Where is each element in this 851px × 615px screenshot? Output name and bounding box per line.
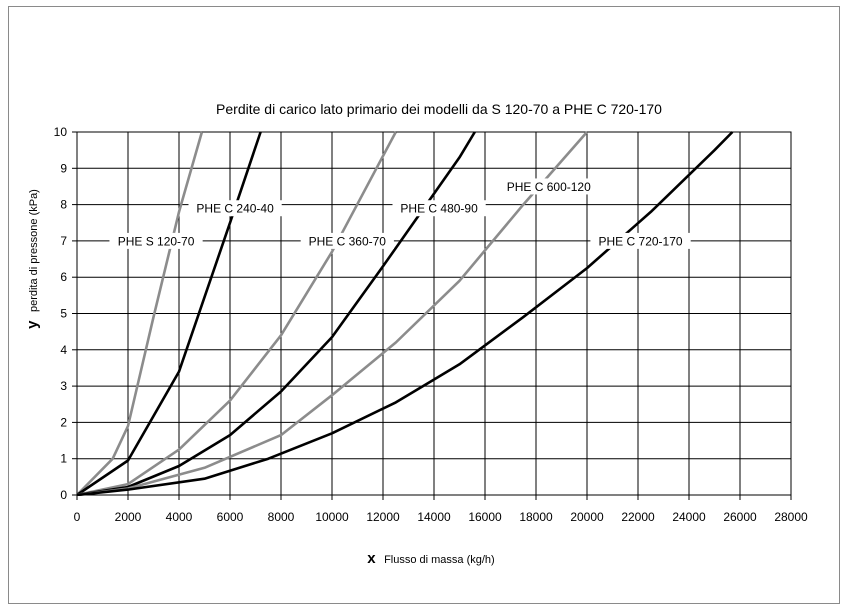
series-line-4 [77, 131, 476, 496]
series-label-2: PHE C 240-40 [196, 202, 274, 216]
x-tick-label: 14000 [417, 510, 451, 524]
y-tick-label: 9 [60, 161, 67, 175]
y-tick-label: 4 [60, 343, 67, 357]
series-labels: PHE S 120-70 PHE C 240-40 PHE C 360-70 PHE … [109, 178, 691, 249]
x-tick-label: 18000 [519, 510, 553, 524]
series-label-bg [300, 232, 394, 249]
x-axis-title: x Flusso di massa (kg/h) [367, 550, 494, 567]
y-tick-label: 8 [60, 198, 67, 212]
x-tick-label: 16000 [468, 510, 502, 524]
y-axis-label: perdita di pressone (kPa) [28, 189, 40, 312]
y-axis-symbol: y [24, 320, 41, 329]
y-tick-label: 3 [60, 379, 67, 393]
series-label-3: PHE C 360-70 [309, 234, 387, 248]
series-label-5: PHE C 600-120 [507, 180, 591, 194]
series-line-6 [77, 131, 734, 496]
x-tick-label: 24000 [672, 510, 706, 524]
x-axis-label: Flusso di massa (kg/h) [384, 554, 495, 566]
x-tick-label: 6000 [217, 510, 244, 524]
line-chart: Perdite di carico lato primario dei mode… [24, 101, 808, 567]
x-tick-label: 10000 [315, 510, 349, 524]
series-label-bg [392, 200, 486, 217]
y-tick-label: 0 [60, 488, 67, 502]
x-tick-label: 26000 [723, 510, 757, 524]
chart-title: Perdite di carico lato primario dei mode… [216, 101, 662, 117]
x-tick-label: 20000 [570, 510, 604, 524]
series-label-bg [188, 200, 282, 217]
x-tick-label: 12000 [366, 510, 400, 524]
series-line-3 [77, 131, 397, 496]
y-tick-label: 2 [60, 415, 67, 429]
x-tick-label: 22000 [621, 510, 655, 524]
y-tick-labels: 0 1 2 3 4 5 6 7 8 9 10 [54, 125, 68, 502]
series-line-2 [77, 131, 262, 496]
series-lines [77, 131, 734, 496]
x-tick-label: 4000 [166, 510, 193, 524]
series-label-bg [590, 232, 691, 249]
x-tick-label: 2000 [115, 510, 142, 524]
y-tick-label: 7 [60, 234, 67, 248]
x-tick-label: 8000 [268, 510, 295, 524]
series-label-bg [498, 178, 599, 195]
grid-lines [76, 131, 792, 496]
y-tick-label: 6 [60, 270, 67, 284]
x-tick-label: 0 [74, 510, 81, 524]
series-line-1 [77, 131, 204, 496]
series-label-bg [109, 232, 203, 249]
y-tick-label: 5 [60, 307, 67, 321]
y-tick-label: 10 [54, 125, 68, 139]
axes [72, 131, 792, 500]
y-axis-title: y perdita di pressone (kPa) [24, 189, 41, 329]
x-tick-label: 28000 [774, 510, 808, 524]
chart-frame: Perdite di carico lato primario dei mode… [8, 6, 840, 604]
series-label-6: PHE C 720-170 [599, 234, 683, 248]
series-line-5 [77, 131, 588, 496]
series-label-4: PHE C 480-90 [400, 202, 478, 216]
x-tick-labels: 0 2000 4000 6000 8000 10000 12000 14000 16000 180… [74, 510, 808, 524]
x-axis-symbol: x [367, 550, 376, 567]
series-label-1: PHE S 120-70 [118, 234, 195, 248]
y-tick-label: 1 [60, 452, 67, 466]
